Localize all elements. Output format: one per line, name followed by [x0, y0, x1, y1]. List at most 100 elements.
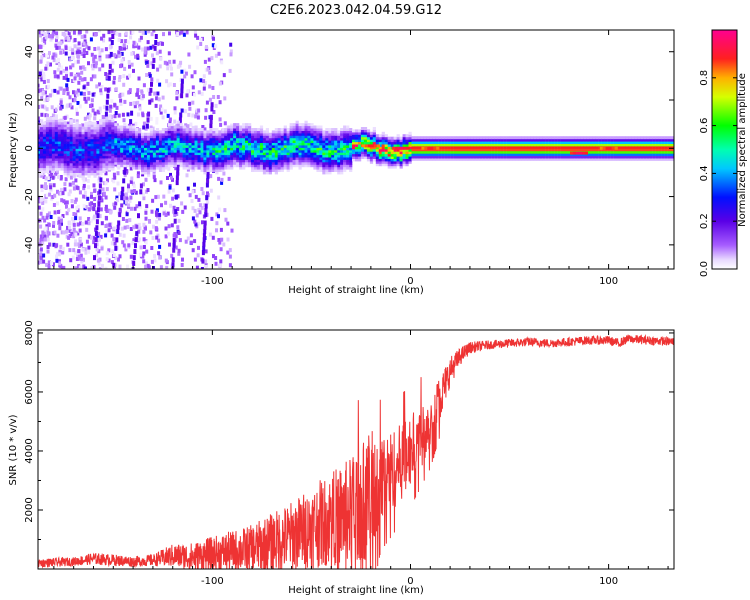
heatmap-cell	[164, 213, 168, 217]
heatmap-cell	[38, 199, 41, 204]
heatmap-cell	[201, 191, 205, 196]
heatmap-cell	[118, 254, 122, 259]
heatmap-cell	[179, 128, 183, 131]
heatmap-cell	[298, 125, 302, 129]
heatmap-cell	[251, 164, 255, 168]
heatmap-cell	[482, 150, 486, 154]
heatmap-cell	[289, 125, 293, 129]
heatmap-cell	[86, 196, 90, 201]
heatmap-cell	[346, 125, 350, 129]
heatmap-cell	[51, 143, 56, 147]
heatmap-cell	[224, 135, 228, 139]
heatmap-cell	[521, 141, 525, 144]
heatmap-cell	[227, 128, 231, 131]
heatmap-cell	[150, 209, 154, 214]
heatmap-cell	[325, 164, 329, 168]
heatmap-cell	[149, 45, 153, 50]
heatmap-cell	[223, 96, 227, 101]
heatmap-cell	[111, 124, 115, 128]
heatmap-cell	[441, 150, 445, 154]
heatmap-cell	[182, 164, 186, 168]
heatmap-cell	[98, 183, 102, 189]
heatmap-cell	[634, 136, 638, 140]
heatmap-cell	[536, 148, 540, 152]
heatmap-cell	[87, 145, 91, 149]
heatmap-cell	[557, 155, 561, 159]
heatmap-cell	[135, 92, 139, 97]
heatmap-cell	[381, 146, 385, 150]
heatmap-cell	[191, 140, 195, 143]
heatmap-cell	[182, 161, 186, 165]
heatmap-cell	[340, 140, 344, 143]
heatmap-cell	[219, 122, 223, 127]
heatmap-cell	[230, 156, 234, 160]
heatmap-cell	[155, 132, 160, 136]
heatmap-cell	[215, 152, 219, 156]
heatmap-cell	[90, 167, 94, 171]
heatmap-cell	[631, 138, 635, 142]
heatmap-cell	[84, 160, 88, 164]
heatmap-cell	[494, 136, 498, 140]
heatmap-cell	[215, 166, 219, 170]
heatmap-cell	[307, 123, 311, 127]
heatmap-cell	[164, 156, 168, 160]
heatmap-cell	[661, 150, 665, 154]
heatmap-cell	[301, 164, 305, 168]
heatmap-cell	[230, 142, 234, 146]
heatmap-cell	[104, 224, 108, 228]
heatmap-cell	[84, 155, 88, 159]
heatmap-cell	[82, 41, 86, 46]
heatmap-cell	[60, 143, 64, 147]
heatmap-cell	[259, 142, 264, 146]
heatmap-cell	[158, 152, 163, 156]
heatmap-cell	[349, 137, 353, 141]
heatmap-cell	[120, 144, 124, 148]
heatmap-cell	[173, 144, 177, 148]
heatmap-cell	[580, 136, 585, 140]
heatmap-cell	[170, 130, 174, 134]
heatmap-cell	[141, 154, 145, 158]
heatmap-cell	[259, 166, 264, 170]
heatmap-cell	[316, 154, 320, 158]
heatmap-cell	[429, 138, 433, 142]
heatmap-cell	[256, 137, 261, 141]
heatmap-cell	[63, 153, 67, 157]
heatmap-cell	[536, 155, 540, 159]
heatmap-cell	[298, 135, 302, 139]
heatmap-cell	[104, 233, 108, 238]
heatmap-cell	[176, 137, 180, 141]
heatmap-cell	[197, 154, 201, 158]
heatmap-cell	[194, 161, 198, 165]
heatmap-cell	[212, 169, 216, 172]
heatmap-cell	[188, 161, 192, 165]
heatmap-cell	[48, 150, 53, 154]
heatmap-cell	[117, 220, 121, 226]
heatmap-cell	[209, 119, 213, 125]
heatmap-cell	[87, 155, 91, 159]
heatmap-cell	[57, 121, 61, 125]
heatmap-cell	[441, 155, 445, 159]
heatmap-cell	[346, 142, 350, 146]
heatmap-cell	[167, 137, 171, 141]
heatmap-cell	[432, 136, 436, 140]
heatmap-cell	[142, 192, 145, 197]
heatmap-cell	[214, 53, 218, 58]
heatmap-cell	[176, 152, 180, 156]
heatmap-cell	[435, 150, 439, 154]
heatmap-cell	[40, 131, 44, 135]
heatmap-cell	[334, 159, 338, 163]
heatmap-cell	[583, 136, 587, 140]
heatmap-cell	[182, 125, 186, 129]
heatmap-cell	[118, 52, 122, 57]
heatmap-cell	[307, 144, 311, 148]
heatmap-cell	[221, 135, 225, 139]
heatmap-cell	[405, 148, 409, 152]
heatmap-cell	[265, 135, 269, 139]
heatmap-cell	[203, 147, 207, 151]
heatmap-cell	[87, 136, 91, 140]
heatmap-cell	[222, 242, 226, 247]
heatmap-cell	[497, 143, 501, 147]
heatmap-cell	[99, 131, 103, 135]
heatmap-cell	[219, 227, 223, 232]
heatmap-cell	[670, 148, 674, 152]
